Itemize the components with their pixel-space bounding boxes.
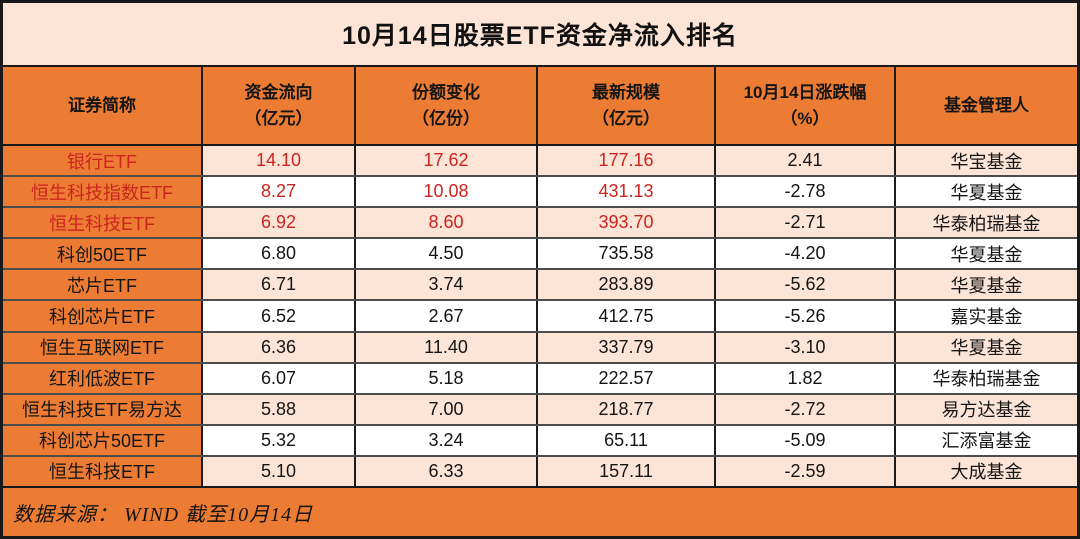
column-header-name: 证券简称: [3, 67, 203, 144]
cell-flow: 6.92: [203, 208, 356, 238]
cell-scale: 393.70: [538, 208, 716, 238]
cell-share_change: 11.40: [356, 332, 538, 362]
table-row: 恒生科技ETF易方达 5.88 7.00 218.77 -2.72 易方达基金: [3, 392, 1077, 424]
cell-flow: 6.71: [203, 270, 356, 300]
cell-name: 恒生科技ETF: [3, 208, 203, 238]
column-header-line: 份额变化: [412, 83, 480, 102]
cell-scale: 283.89: [538, 270, 716, 300]
cell-scale: 222.57: [538, 363, 716, 393]
cell-scale: 431.13: [538, 177, 716, 207]
table-row: 芯片ETF 6.71 3.74 283.89 -5.62 华夏基金: [3, 268, 1077, 300]
cell-flow: 6.07: [203, 363, 356, 393]
cell-scale: 218.77: [538, 394, 716, 424]
column-header-line: （亿份）: [412, 108, 480, 128]
cell-change_pct: -5.62: [716, 270, 896, 300]
cell-manager: 华泰柏瑞基金: [896, 208, 1077, 238]
table-row: 恒生科技ETF 6.92 8.60 393.70 -2.71 华泰柏瑞基金: [3, 206, 1077, 238]
column-header-line: 10月14日涨跌幅: [743, 83, 867, 102]
table-body: 银行ETF 14.10 17.62 177.16 2.41 华宝基金 恒生科技指数ETF 8.…: [3, 146, 1077, 487]
cell-scale: 157.11: [538, 456, 716, 487]
cell-manager: 华宝基金: [896, 146, 1077, 176]
cell-name: 科创50ETF: [3, 239, 203, 269]
cell-manager: 华夏基金: [896, 239, 1077, 269]
cell-manager: 华夏基金: [896, 270, 1077, 300]
cell-share_change: 3.74: [356, 270, 538, 300]
cell-name: 恒生科技ETF易方达: [3, 394, 203, 424]
cell-share_change: 17.62: [356, 146, 538, 176]
cell-share_change: 4.50: [356, 239, 538, 269]
column-header-line: 资金流向: [244, 83, 313, 102]
cell-flow: 8.27: [203, 177, 356, 207]
column-header-flow: 资金流向 （亿元）: [203, 67, 356, 144]
cell-flow: 5.10: [203, 456, 356, 487]
cell-flow: 5.88: [203, 394, 356, 424]
cell-share_change: 10.08: [356, 177, 538, 207]
cell-change_pct: -4.20: [716, 239, 896, 269]
cell-manager: 易方达基金: [896, 394, 1077, 424]
cell-change_pct: 1.82: [716, 363, 896, 393]
column-header-line: （亿元）: [592, 108, 660, 128]
column-header-line: 基金管理人: [944, 95, 1029, 115]
column-header-line: 最新规模: [592, 83, 660, 102]
cell-scale: 337.79: [538, 332, 716, 362]
cell-flow: 6.80: [203, 239, 356, 269]
cell-change_pct: -5.09: [716, 425, 896, 455]
cell-change_pct: -2.71: [716, 208, 896, 238]
table-row: 科创芯片50ETF 5.32 3.24 65.11 -5.09 汇添富基金: [3, 423, 1077, 455]
cell-manager: 大成基金: [896, 456, 1077, 487]
table-row: 红利低波ETF 6.07 5.18 222.57 1.82 华泰柏瑞基金: [3, 361, 1077, 393]
cell-change_pct: -2.72: [716, 394, 896, 424]
table-row: 科创50ETF 6.80 4.50 735.58 -4.20 华夏基金: [3, 237, 1077, 269]
cell-flow: 14.10: [203, 146, 356, 176]
column-header-line: 证券简称: [68, 95, 136, 115]
cell-share_change: 5.18: [356, 363, 538, 393]
data-source-note: 数据来源： WIND 截至10月14日: [3, 486, 1077, 536]
cell-change_pct: -2.59: [716, 456, 896, 487]
cell-name: 科创芯片50ETF: [3, 425, 203, 455]
cell-flow: 5.32: [203, 425, 356, 455]
column-header-line: （亿元）: [244, 108, 313, 128]
table-row: 恒生互联网ETF 6.36 11.40 337.79 -3.10 华夏基金: [3, 330, 1077, 362]
table-row: 银行ETF 14.10 17.62 177.16 2.41 华宝基金: [3, 146, 1077, 176]
cell-scale: 412.75: [538, 301, 716, 331]
cell-manager: 嘉实基金: [896, 301, 1077, 331]
table-row: 恒生科技ETF 5.10 6.33 157.11 -2.59 大成基金: [3, 454, 1077, 487]
data-source-text: 数据来源： WIND 截至10月14日: [13, 503, 314, 526]
cell-manager: 华夏基金: [896, 332, 1077, 362]
cell-share_change: 2.67: [356, 301, 538, 331]
table-header: 证券简称 资金流向 （亿元） 份额变化 （亿份） 最新规模 （亿元） 10月14日涨跌幅 （%）…: [3, 67, 1077, 146]
column-header-manager: 基金管理人: [896, 67, 1077, 144]
column-header-share_change: 份额变化 （亿份）: [356, 67, 538, 144]
table-row: 恒生科技指数ETF 8.27 10.08 431.13 -2.78 华夏基金: [3, 175, 1077, 207]
cell-change_pct: -2.78: [716, 177, 896, 207]
cell-share_change: 8.60: [356, 208, 538, 238]
cell-scale: 177.16: [538, 146, 716, 176]
cell-name: 芯片ETF: [3, 270, 203, 300]
cell-name: 银行ETF: [3, 146, 203, 176]
cell-change_pct: -5.26: [716, 301, 896, 331]
cell-manager: 华泰柏瑞基金: [896, 363, 1077, 393]
cell-scale: 735.58: [538, 239, 716, 269]
cell-change_pct: -3.10: [716, 332, 896, 362]
cell-name: 红利低波ETF: [3, 363, 203, 393]
cell-change_pct: 2.41: [716, 146, 896, 176]
cell-share_change: 3.24: [356, 425, 538, 455]
column-header-line: （%）: [780, 108, 830, 128]
cell-scale: 65.11: [538, 425, 716, 455]
cell-name: 科创芯片ETF: [3, 301, 203, 331]
cell-name: 恒生科技ETF: [3, 456, 203, 487]
cell-name: 恒生科技指数ETF: [3, 177, 203, 207]
table-row: 科创芯片ETF 6.52 2.67 412.75 -5.26 嘉实基金: [3, 299, 1077, 331]
cell-manager: 汇添富基金: [896, 425, 1077, 455]
cell-name: 恒生互联网ETF: [3, 332, 203, 362]
cell-share_change: 6.33: [356, 456, 538, 487]
cell-manager: 华夏基金: [896, 177, 1077, 207]
cell-flow: 6.36: [203, 332, 356, 362]
cell-share_change: 7.00: [356, 394, 538, 424]
cell-flow: 6.52: [203, 301, 356, 331]
column-header-scale: 最新规模 （亿元）: [538, 67, 716, 144]
column-header-change_pct: 10月14日涨跌幅 （%）: [716, 67, 896, 144]
page-title: 10月14日股票ETF资金净流入排名: [3, 3, 1077, 67]
